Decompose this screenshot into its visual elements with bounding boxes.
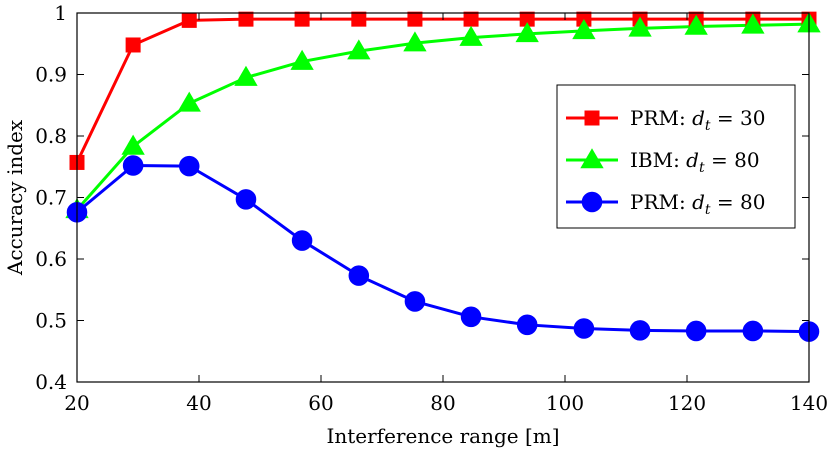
series-2-point	[628, 16, 652, 37]
legend-label-2: IBM: dt = 80	[630, 148, 760, 176]
series-2-point	[234, 65, 258, 86]
series-3-point	[178, 155, 200, 177]
series-3-point	[122, 155, 144, 176]
series-2-point	[177, 91, 201, 112]
y-axis-title: Accuracy index	[3, 119, 27, 276]
legend-label-1: PRM: dt = 30	[630, 106, 765, 134]
series-2-point	[515, 22, 539, 43]
series-3-point	[348, 265, 370, 286]
series-1-point	[407, 11, 423, 27]
series-2-point	[121, 134, 145, 155]
series-1-point	[181, 12, 197, 28]
y-tick-label: 0.6	[35, 247, 67, 271]
series-2-point	[403, 31, 427, 52]
series-2-point	[741, 13, 765, 34]
series-3-point	[742, 320, 764, 342]
tick-labels: 20 40 60 80 100 120 140 0.4 0.5 0.6 0.7 0.8 0.9 1	[35, 1, 828, 415]
x-tick-label: 40	[186, 391, 211, 415]
series-3-point	[629, 320, 651, 341]
y-tick-label: 0.5	[35, 309, 67, 333]
x-tick-label: 20	[64, 391, 89, 415]
series-line-2	[75, 22, 810, 211]
series-2-point	[459, 25, 483, 46]
series-1-point	[351, 11, 367, 27]
legend: PRM: dt = 30 IBM: dt = 80 PRM: dt = 80	[556, 84, 796, 229]
x-tick-label: 80	[430, 391, 455, 415]
x-tick-label: 140	[790, 391, 828, 415]
x-tick-label: 100	[546, 391, 584, 415]
series-1-point	[238, 11, 254, 27]
series-1-point	[125, 37, 141, 53]
series-2-point	[572, 19, 596, 40]
series-2-point	[290, 49, 314, 70]
y-tick-label: 0.4	[35, 370, 67, 394]
legend-marker-1	[584, 110, 600, 126]
series-1-point	[294, 11, 310, 27]
y-tick-label: 0.8	[35, 124, 67, 148]
x-axis-title: Interference range [m]	[326, 424, 559, 448]
series-1-point	[463, 11, 479, 27]
series-3-point	[235, 189, 257, 210]
series-3-point	[685, 320, 707, 342]
axis-ticks	[76, 12, 810, 383]
legend-marker-3	[581, 191, 603, 213]
series-3-point	[516, 314, 538, 336]
y-tick-label: 0.9	[35, 63, 67, 87]
series-2-point	[347, 39, 371, 60]
series-3-point	[460, 306, 482, 328]
y-tick-label: 0.7	[35, 186, 67, 210]
series-3-point	[404, 291, 426, 312]
series-3-point	[291, 230, 313, 251]
legend-label-3: PRM: dt = 80	[630, 190, 765, 218]
legend-marker-2	[580, 148, 604, 169]
x-tick-label: 120	[668, 391, 706, 415]
series-3-point	[573, 318, 595, 339]
y-tick-label: 1	[54, 1, 67, 25]
plot-markers	[65, 11, 821, 342]
x-tick-label: 60	[308, 391, 333, 415]
series-2-point	[684, 14, 708, 35]
